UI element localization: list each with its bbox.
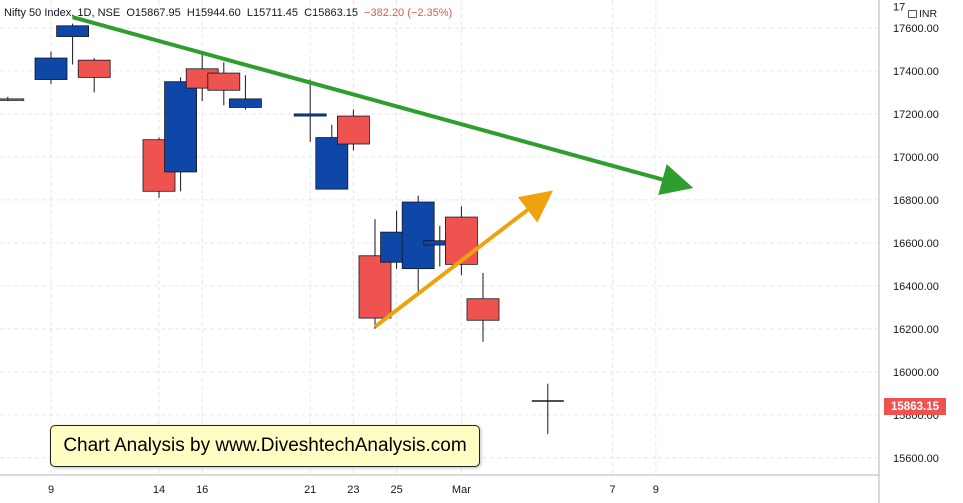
high-value: H15944.60 — [186, 7, 241, 19]
candle — [77, 58, 111, 93]
y-tick-label-top: 17 — [893, 1, 905, 13]
y-tick-label: 16000.00 — [893, 367, 939, 379]
candle — [56, 23, 89, 65]
currency-label: INR — [919, 8, 938, 20]
y-tick-label: 16600.00 — [893, 238, 939, 250]
candle-body — [164, 81, 198, 173]
downtrend-trendline[interactable] — [72, 15, 694, 195]
candle — [293, 79, 327, 142]
currency-indicator[interactable]: INR — [908, 8, 937, 20]
candle-body — [358, 255, 392, 319]
y-tick-label: 16800.00 — [893, 195, 939, 207]
candle-body — [315, 137, 349, 190]
y-tick-label: 17400.00 — [893, 66, 939, 78]
x-tick-label: 16 — [196, 484, 208, 496]
candle — [0, 96, 25, 102]
y-tick-label: 17600.00 — [893, 23, 939, 35]
watermark-banner: Chart Analysis by www.DiveshtechAnalysis… — [50, 425, 480, 467]
x-tick-label: Mar — [452, 484, 471, 496]
symbol-name: Nifty 50 Index — [4, 7, 72, 19]
y-tick-label: 16400.00 — [893, 281, 939, 293]
x-tick-label: 9 — [653, 484, 659, 496]
open-value: O15867.95 — [126, 7, 181, 19]
x-tick-label: 9 — [48, 484, 54, 496]
x-tick-label: 21 — [304, 484, 316, 496]
candle — [228, 75, 262, 110]
close-value: C15863.15 — [304, 7, 358, 19]
candle — [164, 77, 198, 192]
y-tick-label: 17200.00 — [893, 109, 939, 121]
grid-lines — [0, 0, 879, 475]
y-tick-label: 16200.00 — [893, 324, 939, 336]
last-price-badge: 15863.15 — [884, 398, 946, 415]
candle — [466, 272, 500, 342]
candle-body — [293, 113, 327, 117]
axes: 15600.0015800.0016000.0016200.0016400.00… — [0, 0, 939, 503]
candle-body — [77, 59, 111, 78]
candle — [444, 206, 478, 276]
chart-header-legend: Nifty 50 Index, 1D, NSE O15867.95 H15944… — [4, 7, 453, 19]
candle — [34, 51, 68, 84]
x-tick-label: 14 — [153, 484, 165, 496]
interval: 1D — [77, 7, 92, 19]
candle — [358, 219, 392, 329]
candle-body — [444, 216, 478, 265]
change-value: −382.20 (−2.35%) — [364, 7, 453, 19]
candle — [531, 383, 564, 434]
candle-body — [56, 25, 89, 37]
candle-body — [466, 298, 500, 321]
candle — [315, 124, 349, 190]
candle-body — [401, 201, 435, 270]
trendlines — [72, 15, 694, 329]
low-value: L15711.45 — [246, 7, 299, 19]
y-tick-label: 17000.00 — [893, 152, 939, 164]
x-tick-label: 7 — [610, 484, 616, 496]
exchange: NSE — [97, 7, 121, 19]
candles — [0, 23, 564, 434]
candle-body — [228, 98, 262, 108]
uptrend-trendline[interactable] — [373, 190, 554, 329]
x-tick-label: 23 — [347, 484, 359, 496]
x-tick-label: 25 — [390, 484, 402, 496]
candle-body — [336, 115, 370, 145]
candle — [207, 62, 241, 106]
candle-body — [0, 98, 25, 101]
candle-body — [207, 72, 241, 91]
candle — [401, 195, 435, 295]
lock-icon — [908, 10, 917, 19]
candle — [336, 109, 370, 151]
y-tick-label: 15600.00 — [893, 453, 939, 465]
candle-body — [34, 57, 68, 80]
